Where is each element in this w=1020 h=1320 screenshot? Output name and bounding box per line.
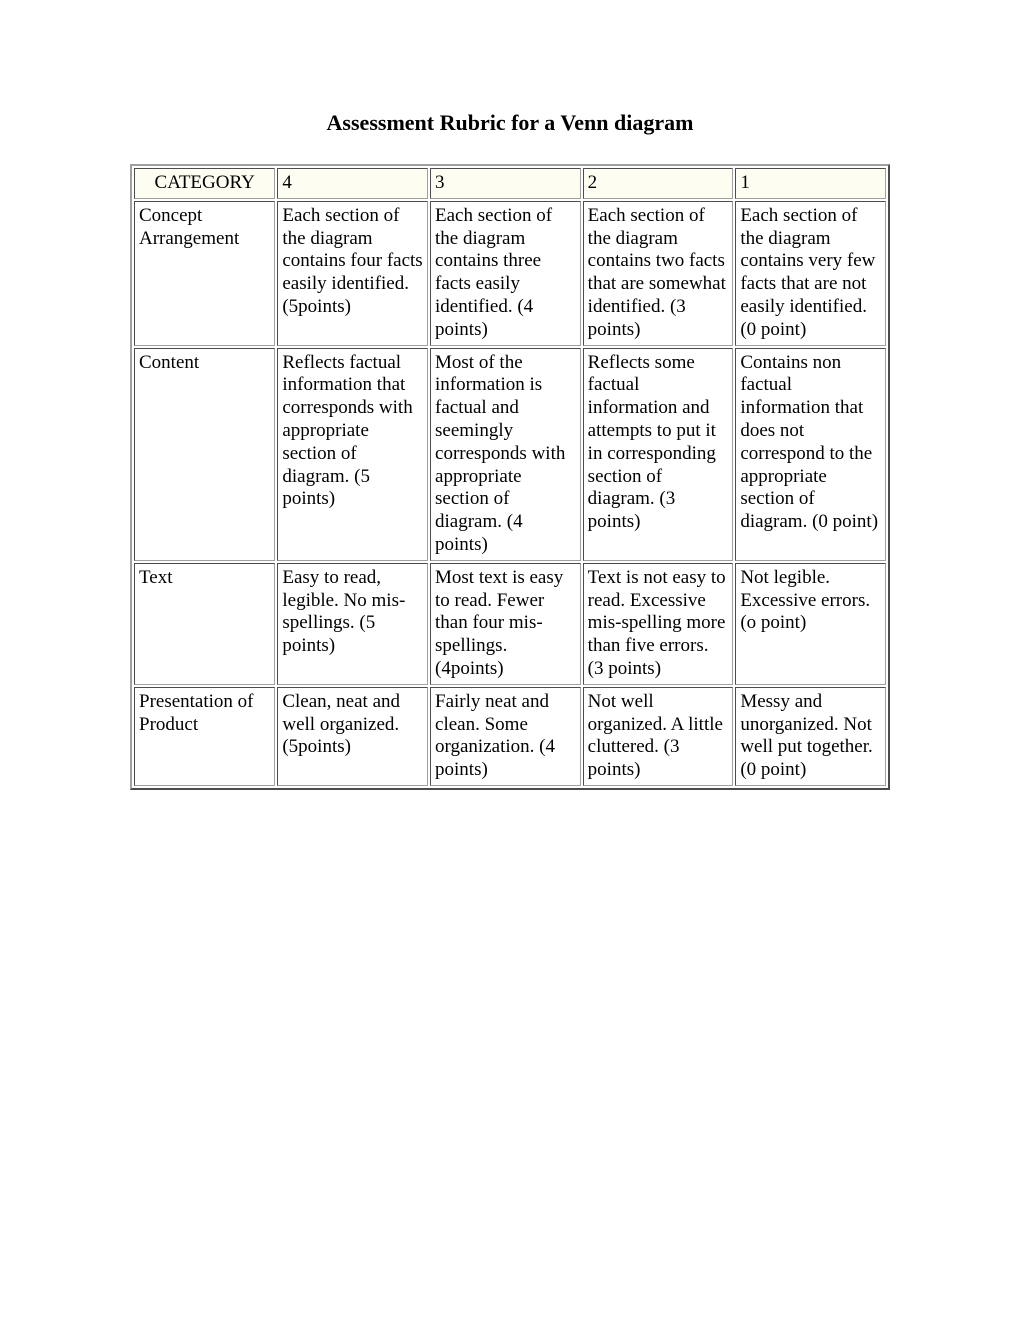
rubric-table: CATEGORY 4 3 2 1 Concept Arrangement Eac… (130, 164, 890, 790)
header-score-2: 2 (583, 168, 734, 199)
header-score-3: 3 (430, 168, 581, 199)
row-category: Presentation of Product (134, 687, 275, 786)
cell-score-2: Text is not easy to read. Excessive mis-… (583, 563, 734, 685)
cell-score-1: Contains non factual information that do… (735, 348, 886, 561)
header-category: CATEGORY (134, 168, 275, 199)
cell-score-2: Each section of the diagram contains two… (583, 201, 734, 346)
cell-score-4: Each section of the diagram contains fou… (277, 201, 428, 346)
cell-score-4: Reflects factual information that corres… (277, 348, 428, 561)
cell-score-1: Messy and unorganized. Not well put toge… (735, 687, 886, 786)
table-row: Concept Arrangement Each section of the … (134, 201, 886, 346)
table-row: Text Easy to read, legible. No mis-spell… (134, 563, 886, 685)
table-header-row: CATEGORY 4 3 2 1 (134, 168, 886, 199)
cell-score-3: Most of the information is factual and s… (430, 348, 581, 561)
cell-score-4: Clean, neat and well organized. (5points… (277, 687, 428, 786)
cell-score-3: Each section of the diagram contains thr… (430, 201, 581, 346)
cell-score-2: Reflects some factual information and at… (583, 348, 734, 561)
row-category: Text (134, 563, 275, 685)
header-score-1: 1 (735, 168, 886, 199)
cell-score-3: Most text is easy to read. Fewer than fo… (430, 563, 581, 685)
row-category: Content (134, 348, 275, 561)
table-row: Content Reflects factual information tha… (134, 348, 886, 561)
cell-score-4: Easy to read, legible. No mis-spellings.… (277, 563, 428, 685)
cell-score-3: Fairly neat and clean. Some organization… (430, 687, 581, 786)
cell-score-1: Each section of the diagram contains ver… (735, 201, 886, 346)
table-row: Presentation of Product Clean, neat and … (134, 687, 886, 786)
cell-score-1: Not legible. Excessive errors. (o point) (735, 563, 886, 685)
page-title: Assessment Rubric for a Venn diagram (130, 110, 890, 136)
row-category: Concept Arrangement (134, 201, 275, 346)
header-score-4: 4 (277, 168, 428, 199)
cell-score-2: Not well organized. A little cluttered. … (583, 687, 734, 786)
